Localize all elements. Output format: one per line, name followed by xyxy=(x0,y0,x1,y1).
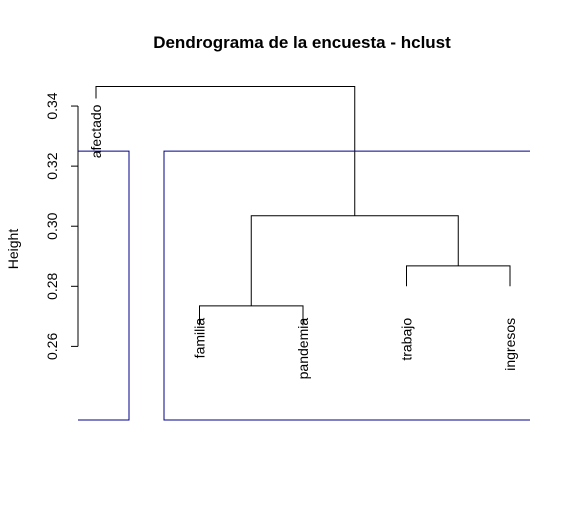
leaf-label-trabajo: trabajo xyxy=(399,318,415,361)
chart-title: Dendrograma de la encuesta - hclust xyxy=(153,33,451,52)
leaf-label-afectado: afectado xyxy=(88,104,104,158)
cluster-rect-1 xyxy=(78,150,130,421)
y-tick-label: 0.26 xyxy=(44,333,60,360)
merge-branch xyxy=(199,305,304,326)
leaf-labels: afectado familia pandemia trabajo ingresos xyxy=(88,104,518,379)
y-tick-label: 0.28 xyxy=(44,272,60,299)
merge-branch xyxy=(406,265,511,287)
cluster-rect-2 xyxy=(163,150,530,421)
y-axis: 0.26 0.28 0.30 0.32 0.34 xyxy=(44,92,79,360)
y-tick-label: 0.30 xyxy=(44,212,60,239)
dendrogram-branches xyxy=(95,86,511,326)
leaf-label-familia: familia xyxy=(192,318,208,359)
y-tick-label: 0.32 xyxy=(44,152,60,179)
y-axis-label: Height xyxy=(5,229,21,270)
cluster-rectangles xyxy=(78,150,530,421)
leaf-label-ingresos: ingresos xyxy=(502,318,518,371)
leaf-label-pandemia: pandemia xyxy=(295,318,311,380)
merge-branch xyxy=(250,215,459,306)
y-tick-label: 0.34 xyxy=(44,92,60,119)
